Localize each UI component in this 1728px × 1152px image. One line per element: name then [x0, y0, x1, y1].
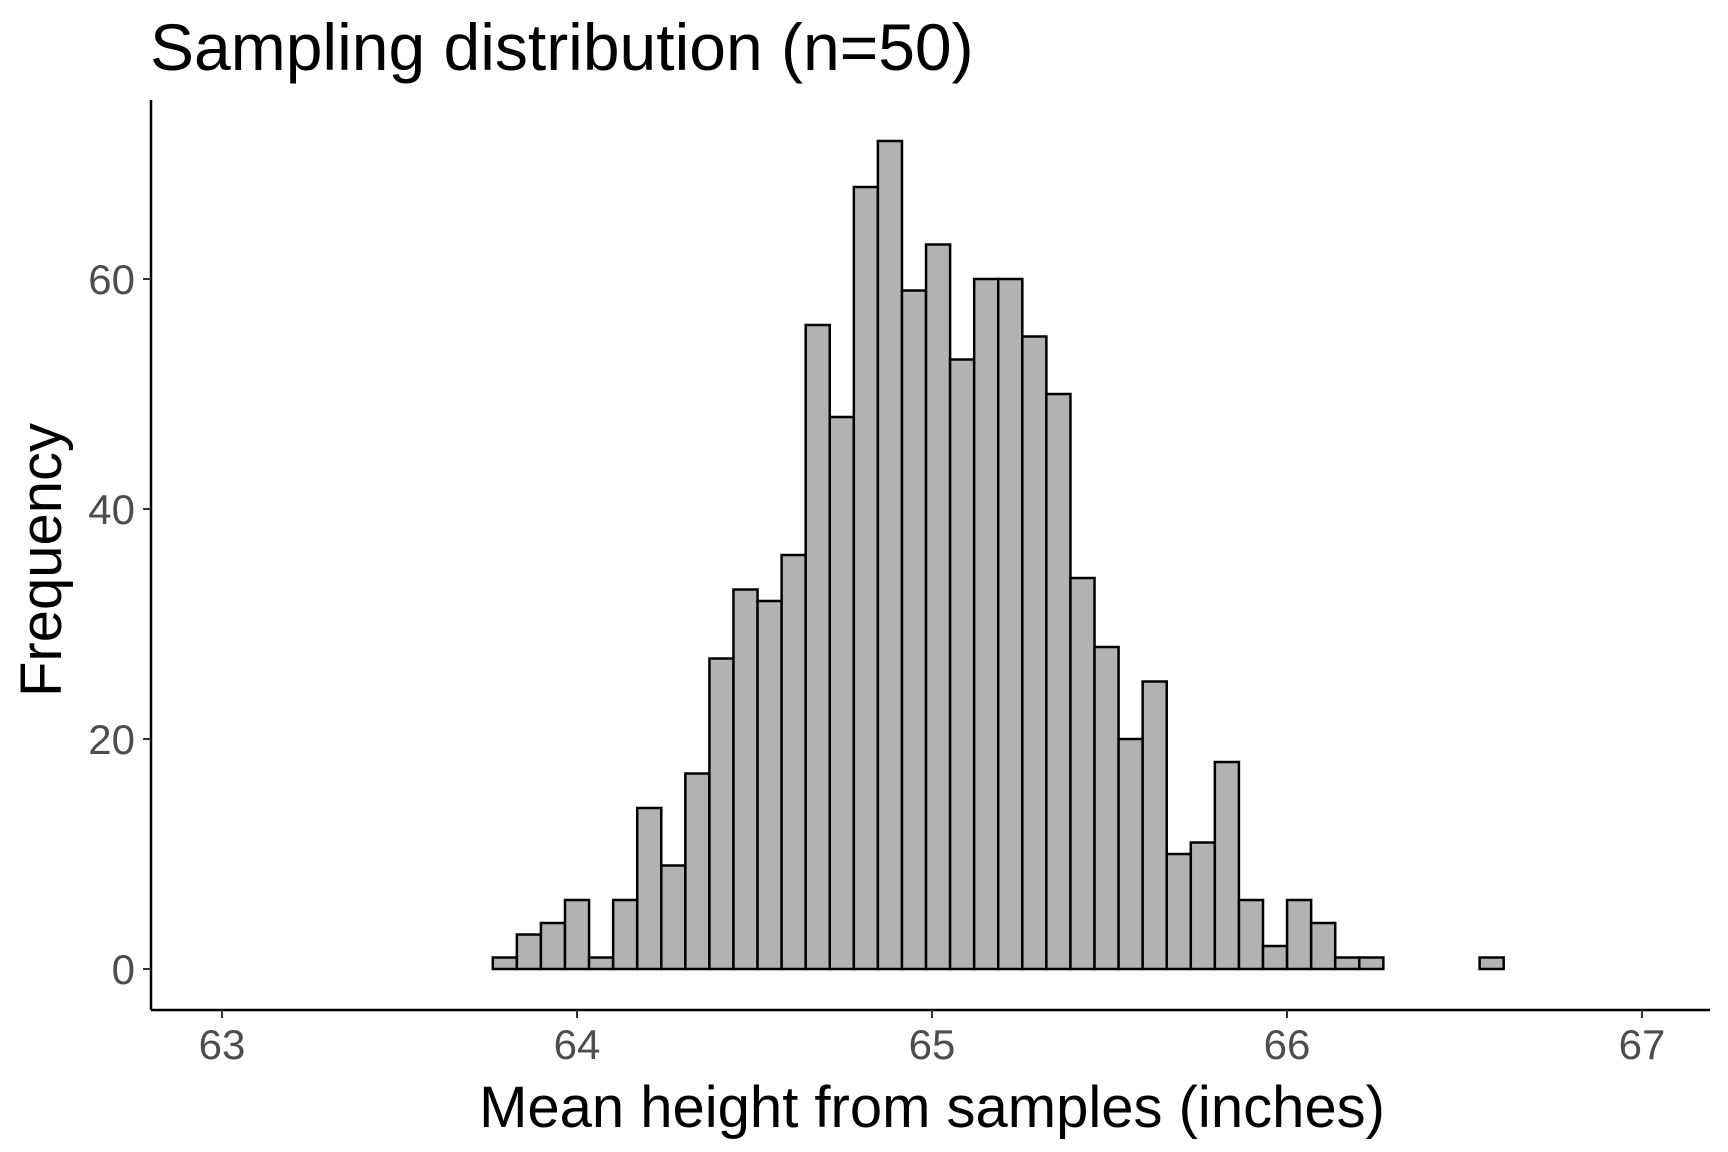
histogram-bar [756, 599, 783, 971]
histogram-bar [972, 277, 1000, 971]
histogram-bar [1117, 737, 1144, 971]
bars-group [491, 139, 1505, 971]
x-axis-title: Mean height from samples (inches) [479, 1075, 1385, 1140]
histogram-bar [1333, 956, 1361, 971]
histogram-bar [1069, 576, 1096, 971]
histogram-bar [948, 358, 976, 971]
y-ticks-group: 0 20 40 60 [88, 256, 151, 993]
histogram-bar [708, 657, 735, 971]
histogram-bar [1285, 898, 1313, 971]
x-tick-label: 64 [554, 1021, 601, 1068]
y-tick-label: 0 [112, 946, 135, 993]
histogram-bar [876, 139, 904, 971]
histogram-bar [900, 289, 928, 971]
x-tick-label: 63 [199, 1021, 246, 1068]
histogram-bar [1141, 680, 1168, 971]
histogram-bar [635, 806, 663, 971]
histogram-bar [1021, 335, 1048, 971]
histogram-bar [732, 588, 759, 971]
y-tick-label: 60 [88, 256, 135, 303]
histogram-bar [587, 956, 615, 971]
x-tick-label: 65 [909, 1021, 956, 1068]
histogram-bar [1261, 944, 1289, 971]
y-axis-title: Frequency [9, 423, 74, 697]
histogram-bar [924, 243, 952, 971]
histogram-bar [828, 415, 856, 971]
histogram-bar [1237, 898, 1265, 971]
histogram-bar [1093, 645, 1120, 971]
histogram-bar [1213, 760, 1241, 971]
histogram-bar [804, 323, 832, 971]
histogram-bar [1189, 841, 1217, 971]
x-ticks-group: 63 64 65 66 67 [199, 1010, 1666, 1068]
x-tick-label: 67 [1619, 1021, 1666, 1068]
histogram-bar [515, 933, 543, 971]
histogram-bar [539, 921, 567, 971]
histogram-bar [1358, 956, 1385, 971]
histogram-bar [684, 772, 711, 971]
histogram-bar [852, 185, 880, 971]
chart-title: Sampling distribution (n=50) [150, 10, 974, 84]
y-tick-label: 40 [88, 486, 135, 533]
histogram-bar [491, 956, 519, 971]
histogram-bar [660, 864, 687, 971]
histogram-bar [611, 898, 639, 971]
histogram-bar [1309, 921, 1337, 971]
x-tick-label: 66 [1264, 1021, 1311, 1068]
histogram-bar [1165, 852, 1193, 971]
histogram-bar [1478, 956, 1505, 971]
histogram-bar [1045, 392, 1072, 971]
histogram-bar [996, 277, 1024, 971]
y-tick-label: 20 [88, 716, 135, 763]
histogram-bar [563, 898, 591, 971]
histogram-bar [780, 553, 807, 971]
